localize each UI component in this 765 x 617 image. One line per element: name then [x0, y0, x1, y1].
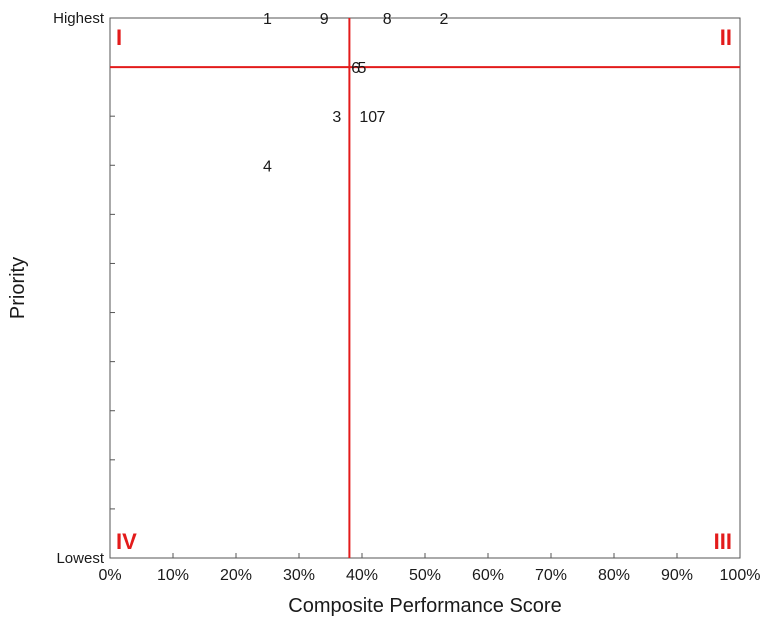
y-axis-ticks — [110, 66, 115, 510]
x-tick-label: 20% — [220, 567, 252, 584]
y-axis-title: Priority — [7, 257, 29, 319]
x-tick-label: 40% — [346, 567, 378, 584]
x-axis-tick-labels: 0% 10% 20% 30% 40% 50% 60% 70% 80% 90% 100% — [98, 567, 760, 584]
data-point-label: 4 — [263, 158, 272, 175]
quadrant-label-iv: IV — [116, 529, 137, 554]
x-tick-label: 70% — [535, 567, 567, 584]
data-point-label: 3 — [332, 109, 341, 126]
quadrant-label-i: I — [116, 25, 122, 50]
y-axis-bottom-label: Lowest — [56, 550, 104, 567]
x-tick-label: 0% — [98, 567, 121, 584]
data-point-label: 9 — [320, 11, 329, 28]
x-axis-title: Composite Performance Score — [288, 595, 561, 617]
x-tick-label: 80% — [598, 567, 630, 584]
x-tick-label: 90% — [661, 567, 693, 584]
data-points: 1 9 8 2 65 3 10 7 4 — [263, 11, 448, 175]
x-tick-label: 100% — [720, 567, 761, 584]
data-point-label: 5 — [358, 60, 367, 77]
quadrant-label-ii: II — [720, 25, 732, 50]
data-point-label: 2 — [439, 11, 448, 28]
data-point-label: 10 — [359, 109, 377, 126]
y-axis-top-label: Highest — [53, 10, 105, 27]
data-point-label: 1 — [263, 11, 272, 28]
x-tick-label: 50% — [409, 567, 441, 584]
data-point-label: 7 — [376, 109, 385, 126]
x-tick-label: 30% — [283, 567, 315, 584]
x-axis-ticks — [109, 553, 741, 558]
x-tick-label: 60% — [472, 567, 504, 584]
x-tick-label: 10% — [157, 567, 189, 584]
data-point-label: 8 — [383, 11, 392, 28]
quadrant-label-iii: III — [714, 529, 732, 554]
data-point-label: 6 — [351, 60, 360, 77]
plot-frame — [109, 17, 741, 559]
